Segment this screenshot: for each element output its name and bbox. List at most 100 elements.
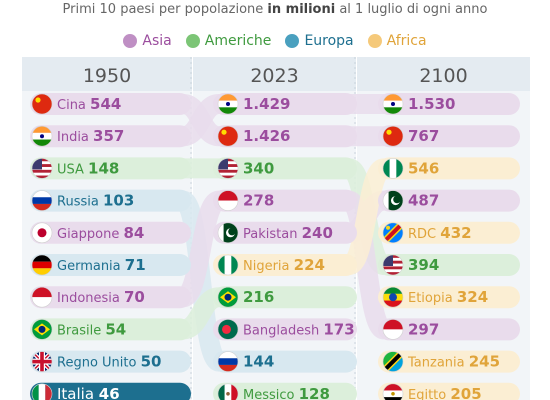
flag-part bbox=[222, 324, 231, 334]
ethiopia-flag-icon bbox=[383, 287, 403, 308]
population-value: 240 bbox=[302, 224, 333, 242]
country-name: Giappone bbox=[57, 227, 123, 242]
flag-ring bbox=[31, 93, 53, 115]
egypt-flag-icon bbox=[383, 383, 403, 400]
pakistan-flag-icon bbox=[218, 222, 238, 243]
flag-part bbox=[383, 272, 403, 275]
flag-part bbox=[32, 383, 39, 400]
legend-item-asia: Asia bbox=[123, 33, 172, 49]
flag-ring bbox=[31, 190, 53, 211]
flag-part bbox=[32, 268, 52, 275]
flag-part bbox=[389, 293, 397, 302]
flag-part bbox=[386, 225, 390, 230]
row-label: 546 bbox=[408, 159, 439, 177]
indonesia-flag-icon bbox=[218, 190, 238, 211]
flag-part bbox=[218, 200, 238, 211]
row-label: 394 bbox=[408, 256, 439, 274]
row-2023-10: Messico 128 bbox=[213, 382, 357, 400]
china-flag-icon bbox=[32, 94, 52, 114]
row-label: Nigeria 224 bbox=[243, 256, 325, 274]
row-pill bbox=[30, 189, 191, 212]
indonesia-flag-icon bbox=[32, 287, 52, 308]
row-label: RDC 432 bbox=[408, 224, 472, 242]
population-value: 205 bbox=[450, 385, 481, 400]
flag-part bbox=[38, 325, 46, 333]
flag-part bbox=[383, 383, 403, 391]
flag-part bbox=[383, 329, 403, 340]
flag-part bbox=[383, 319, 403, 330]
flag-part bbox=[45, 383, 52, 400]
row-pill bbox=[30, 221, 191, 244]
legend-item-europa: Europa bbox=[285, 33, 354, 49]
population-value: 1.426 bbox=[243, 127, 290, 145]
row-2100-1: 1.530 bbox=[378, 93, 520, 115]
flag-part bbox=[32, 297, 52, 308]
legend-swatch-europa bbox=[285, 34, 300, 48]
legend-item-africa: Africa bbox=[367, 33, 427, 49]
row-1950-3: USA 148 bbox=[30, 157, 191, 180]
row-2100-10: Egitto 205 bbox=[378, 382, 520, 400]
row-2023-6: Nigeria 224 bbox=[213, 254, 357, 276]
population-value: 767 bbox=[408, 127, 439, 145]
row-2100-6: 394 bbox=[378, 254, 520, 276]
population-value: 340 bbox=[243, 159, 274, 177]
flag-part bbox=[224, 383, 232, 400]
flag-ring bbox=[217, 383, 239, 400]
country-name: USA bbox=[57, 162, 88, 177]
legend-label-americhe: Americhe bbox=[204, 33, 272, 49]
column-header-bg-2100 bbox=[357, 57, 530, 91]
row-1950-8: Brasile 54 bbox=[30, 318, 191, 341]
row-label: Regno Unito 50 bbox=[57, 353, 161, 371]
row-pill bbox=[378, 125, 520, 148]
flag-ring bbox=[217, 319, 239, 340]
flag-ring bbox=[382, 158, 404, 179]
row-1950-6: Germania 71 bbox=[30, 254, 191, 276]
row-pill bbox=[213, 286, 357, 309]
flag-ring bbox=[31, 125, 53, 147]
population-value: 487 bbox=[408, 192, 439, 210]
population-value: 546 bbox=[408, 159, 439, 177]
flag-part bbox=[224, 255, 232, 275]
flag-part bbox=[383, 351, 403, 372]
flag-part bbox=[35, 97, 41, 103]
flag-part bbox=[383, 107, 403, 114]
population-value: 324 bbox=[457, 288, 488, 306]
row-pill bbox=[213, 254, 357, 276]
row-2100-3: 546 bbox=[378, 157, 520, 180]
germany-flag-icon bbox=[32, 255, 52, 275]
population-value: 216 bbox=[243, 288, 274, 306]
legend-label-asia: Asia bbox=[142, 33, 172, 49]
row-1950-4: Russia 103 bbox=[30, 189, 191, 212]
country-name: Cina bbox=[57, 98, 90, 113]
row-label: 340 bbox=[243, 159, 274, 177]
row-pill bbox=[213, 93, 357, 115]
column-header-2023: 2023 bbox=[250, 65, 298, 87]
flag-part bbox=[32, 169, 52, 173]
row-pill bbox=[213, 157, 357, 180]
drc-flag-icon bbox=[383, 222, 403, 243]
country-name: Nigeria bbox=[243, 259, 294, 274]
population-value: 432 bbox=[440, 224, 471, 242]
flag-part bbox=[383, 266, 403, 270]
row-1950-2: India 357 bbox=[30, 125, 191, 148]
row-pill bbox=[30, 93, 191, 115]
flag-ring bbox=[217, 222, 239, 244]
nigeria-flag-icon bbox=[218, 255, 238, 275]
country-name: Brasile bbox=[57, 323, 105, 338]
flag-part bbox=[218, 107, 238, 114]
usa-flag-icon bbox=[32, 158, 52, 179]
flag-part bbox=[383, 190, 389, 211]
flag-part bbox=[32, 172, 52, 176]
flag-part bbox=[32, 287, 52, 298]
flag-ring bbox=[217, 190, 239, 211]
india-flag-icon bbox=[32, 126, 52, 147]
legend: Asia Americhe Europa Africa bbox=[0, 33, 550, 49]
population-value: 50 bbox=[141, 353, 162, 371]
brazil-flag-icon bbox=[32, 319, 52, 340]
flag-ring bbox=[382, 286, 404, 308]
indonesia-flag-icon bbox=[383, 319, 403, 340]
population-value: 148 bbox=[88, 159, 119, 177]
flag-part bbox=[221, 129, 227, 135]
tanzania-flag-icon bbox=[383, 351, 403, 372]
flag-ring bbox=[382, 222, 404, 244]
